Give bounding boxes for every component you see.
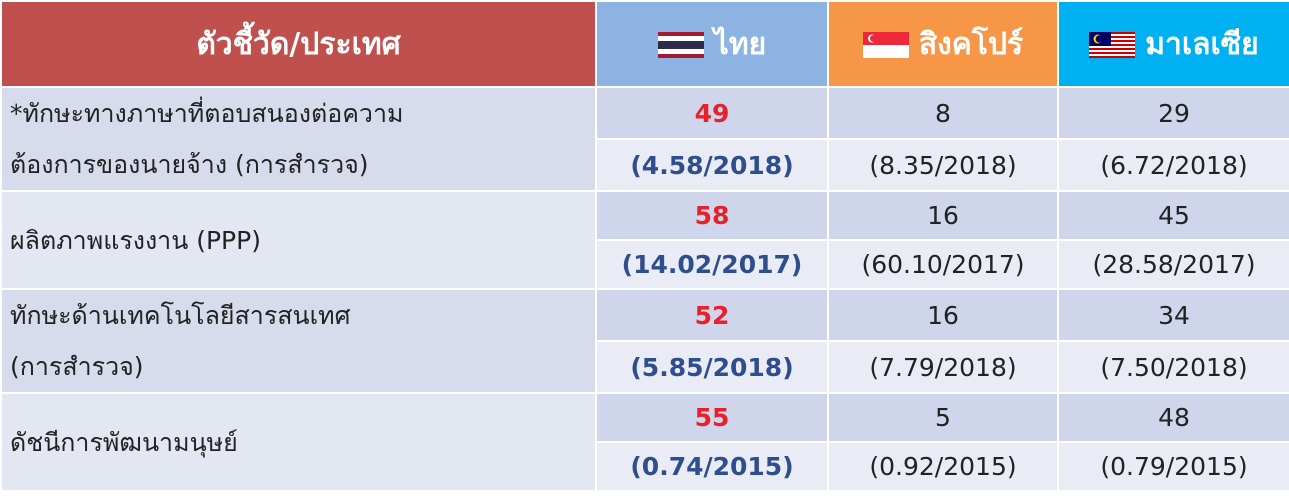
score-row: (4.58/2018) (8.35/2018) (6.72/2018)	[1, 138, 1289, 192]
score-cell: (6.72/2018)	[1057, 138, 1289, 192]
score-cell: (4.58/2018)	[595, 138, 829, 192]
label-line: ผลิตภาพแรงงาน (PPP)	[10, 225, 261, 255]
country-header: สิงคโปร์	[827, 0, 1059, 88]
score-cell: (0.92/2015)	[827, 441, 1059, 492]
rank-cell: 58	[595, 190, 829, 241]
score-cell: (14.02/2017)	[595, 239, 829, 290]
rank-row: ทักษะด้านเทคโนโลยีสารสนเทศ (การสำรวจ) 52 16…	[0, 288, 1289, 394]
rank-cell: 45	[1057, 190, 1289, 241]
country-header: ไทย	[595, 0, 829, 88]
rank-cell: 5	[827, 392, 1059, 443]
indicator-label: ผลิตภาพแรงงาน (PPP)	[0, 190, 597, 290]
score-row: (5.85/2018) (7.79/2018) (7.50/2018)	[1, 340, 1289, 394]
indicator-label: ดัชนีการพัฒนามนุษย์	[0, 392, 597, 492]
country-header: มาเลเซีย	[1057, 0, 1289, 88]
score-cell: (7.50/2018)	[1057, 340, 1289, 394]
score-cell: (0.79/2015)	[1057, 441, 1289, 492]
rank-cell: 49	[595, 86, 829, 140]
rank-row: *ทักษะทางภาษาที่ตอบสนองต่อความต้องการของ…	[0, 86, 1289, 192]
indicator-label: *ทักษะทางภาษาที่ตอบสนองต่อความต้องการของ…	[0, 86, 597, 192]
label-line: ดัชนีการพัฒนามนุษย์	[10, 427, 238, 457]
rank-cell: 55	[595, 392, 829, 443]
label-line: ต้องการของนายจ้าง (การสำรวจ)	[10, 150, 369, 179]
rank-cell: 48	[1057, 392, 1289, 443]
indicator-header: ตัวชี้วัด/ประเทศ	[0, 0, 597, 88]
score-row: (14.02/2017) (60.10/2017) (28.58/2017)	[1, 239, 1289, 290]
country-name: ไทย	[713, 26, 767, 62]
header-row: ตัวชี้วัด/ประเทศ ไทย สิงคโปร์ มาเลเซีย	[0, 0, 1289, 88]
country-name: มาเลเซีย	[1145, 26, 1259, 62]
score-cell: (28.58/2017)	[1057, 239, 1289, 290]
rank-cell: 16	[827, 288, 1059, 342]
rank-cell: 34	[1057, 288, 1289, 342]
table-body: *ทักษะทางภาษาที่ตอบสนองต่อความต้องการของ…	[0, 86, 1289, 492]
rank-row: ดัชนีการพัฒนามนุษย์ 55 5 48	[0, 392, 1289, 492]
flag-singapore	[862, 32, 909, 58]
country-name: สิงคโปร์	[918, 26, 1024, 62]
flag-malaysia	[1089, 32, 1136, 58]
score-cell: (8.35/2018)	[827, 138, 1059, 192]
score-cell: (0.74/2015)	[595, 441, 829, 492]
label-line: ทักษะด้านเทคโนโลยีสารสนเทศ	[10, 301, 351, 330]
flag-thailand	[657, 32, 704, 58]
rank-cell: 52	[595, 288, 829, 342]
indicator-label: ทักษะด้านเทคโนโลยีสารสนเทศ (การสำรวจ)	[0, 288, 597, 394]
rank-row: ผลิตภาพแรงงาน (PPP) 58 16 45	[0, 190, 1289, 290]
score-cell: (5.85/2018)	[595, 340, 829, 394]
label-line: *ทักษะทางภาษาที่ตอบสนองต่อความ	[10, 99, 404, 128]
rank-cell: 16	[827, 190, 1059, 241]
score-cell: (60.10/2017)	[827, 239, 1059, 290]
score-cell: (7.79/2018)	[827, 340, 1059, 394]
rank-cell: 29	[1057, 86, 1289, 140]
rank-cell: 8	[827, 86, 1059, 140]
label-line: (การสำรวจ)	[10, 352, 144, 381]
score-row: (0.74/2015) (0.92/2015) (0.79/2015)	[1, 441, 1289, 492]
